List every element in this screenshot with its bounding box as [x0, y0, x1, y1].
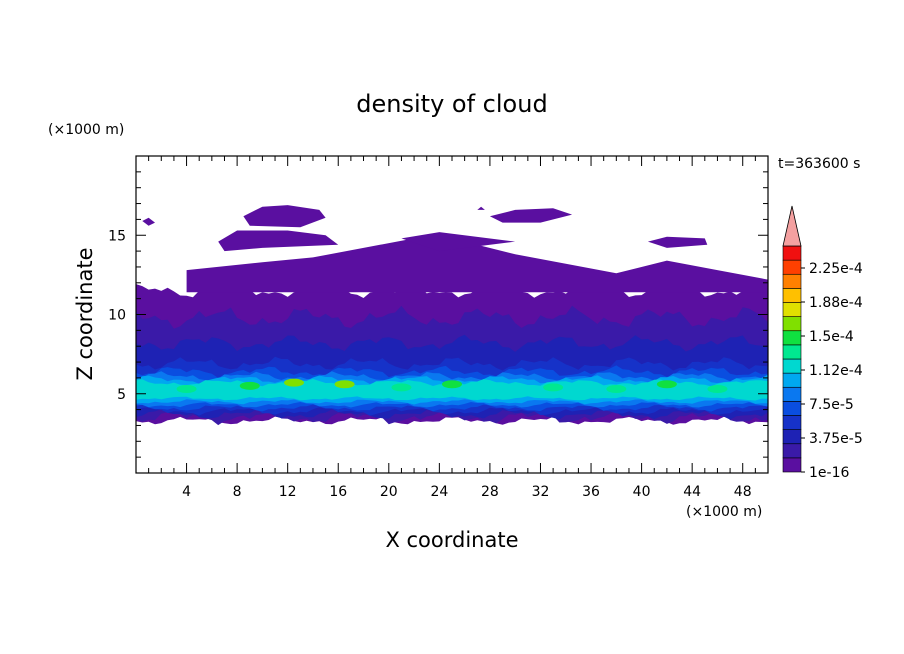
colorbar-segment	[782, 401, 802, 416]
x-tick-label: 28	[481, 484, 499, 500]
core-cell	[442, 380, 462, 389]
x-tick-label: 24	[430, 484, 448, 500]
y-axis-label: Z coordinate	[73, 247, 97, 380]
time-label: t=363600 s	[778, 156, 860, 172]
upper-cloud-patch	[647, 236, 708, 248]
x-tick-label: 16	[329, 484, 347, 500]
x-unit-label: (×1000 m)	[686, 504, 762, 520]
core-cell	[656, 380, 677, 389]
colorbar-label: 1.88e-4	[809, 295, 863, 311]
colorbar: 2.25e-4 1.88e-4 1.5e-4 1.12e-4 7.5e-5 3.75e-5…	[782, 205, 863, 481]
colorbar-label: 1.12e-4	[809, 363, 863, 379]
colorbar-label: 2.25e-4	[809, 261, 863, 277]
upper-cloud-patch	[142, 217, 155, 226]
colorbar-label: 1.5e-4	[809, 329, 854, 345]
colorbar-segment	[782, 330, 802, 346]
x-tick-label: 32	[532, 484, 550, 500]
y-tick-label: 10	[108, 308, 126, 324]
colorbar-segment	[782, 386, 802, 402]
core-cell	[543, 383, 564, 392]
core-cell	[391, 383, 412, 392]
x-tick-label: 4	[182, 484, 191, 500]
x-tick-label: 44	[683, 484, 701, 500]
core-cell	[334, 380, 355, 389]
y-tick-label: 5	[117, 387, 126, 403]
x-tick-label: 36	[582, 484, 600, 500]
x-tick-label: 48	[734, 484, 752, 500]
core-cell	[606, 384, 627, 393]
upper-cloud-patch	[243, 205, 326, 228]
colorbar-segment	[782, 358, 802, 374]
colorbar-segment	[782, 429, 802, 445]
core-cell	[284, 378, 304, 387]
colorbar-extend-arrow	[782, 205, 802, 247]
y-tick-label: 15	[108, 228, 126, 244]
core-cell	[707, 384, 728, 393]
colorbar-segment	[782, 259, 802, 275]
colorbar-label: 7.5e-5	[809, 397, 854, 413]
core-cell	[239, 381, 260, 390]
colorbar-label: 1e-16	[809, 465, 849, 481]
x-axis-label: X coordinate	[385, 528, 518, 552]
x-tick-label: 8	[233, 484, 242, 500]
colorbar-segment	[782, 372, 802, 388]
colorbar-segment	[782, 344, 802, 360]
colorbar-segment	[782, 415, 802, 430]
upper-cloud-patch	[186, 238, 768, 293]
colorbar-segment	[782, 316, 802, 332]
y-unit-label: (×1000 m)	[48, 122, 124, 138]
density-field	[136, 205, 768, 426]
upper-cloud-patch	[218, 230, 339, 252]
x-tick-label: 20	[380, 484, 398, 500]
colorbar-segment	[782, 288, 802, 303]
colorbar-segment	[782, 273, 802, 289]
colorbar-segment	[782, 457, 802, 473]
colorbar-segment	[782, 245, 802, 261]
colorbar-segment	[782, 443, 802, 459]
upper-cloud-patch	[401, 232, 516, 252]
colorbar-label: 3.75e-5	[809, 431, 863, 447]
x-tick-label: 40	[633, 484, 651, 500]
core-cell	[176, 384, 197, 393]
upper-cloud-patch	[477, 206, 485, 210]
x-tick-label: 12	[279, 484, 297, 500]
upper-cloud-patch	[489, 208, 573, 223]
chart-title: density of cloud	[356, 90, 547, 118]
colorbar-segment	[782, 302, 802, 317]
